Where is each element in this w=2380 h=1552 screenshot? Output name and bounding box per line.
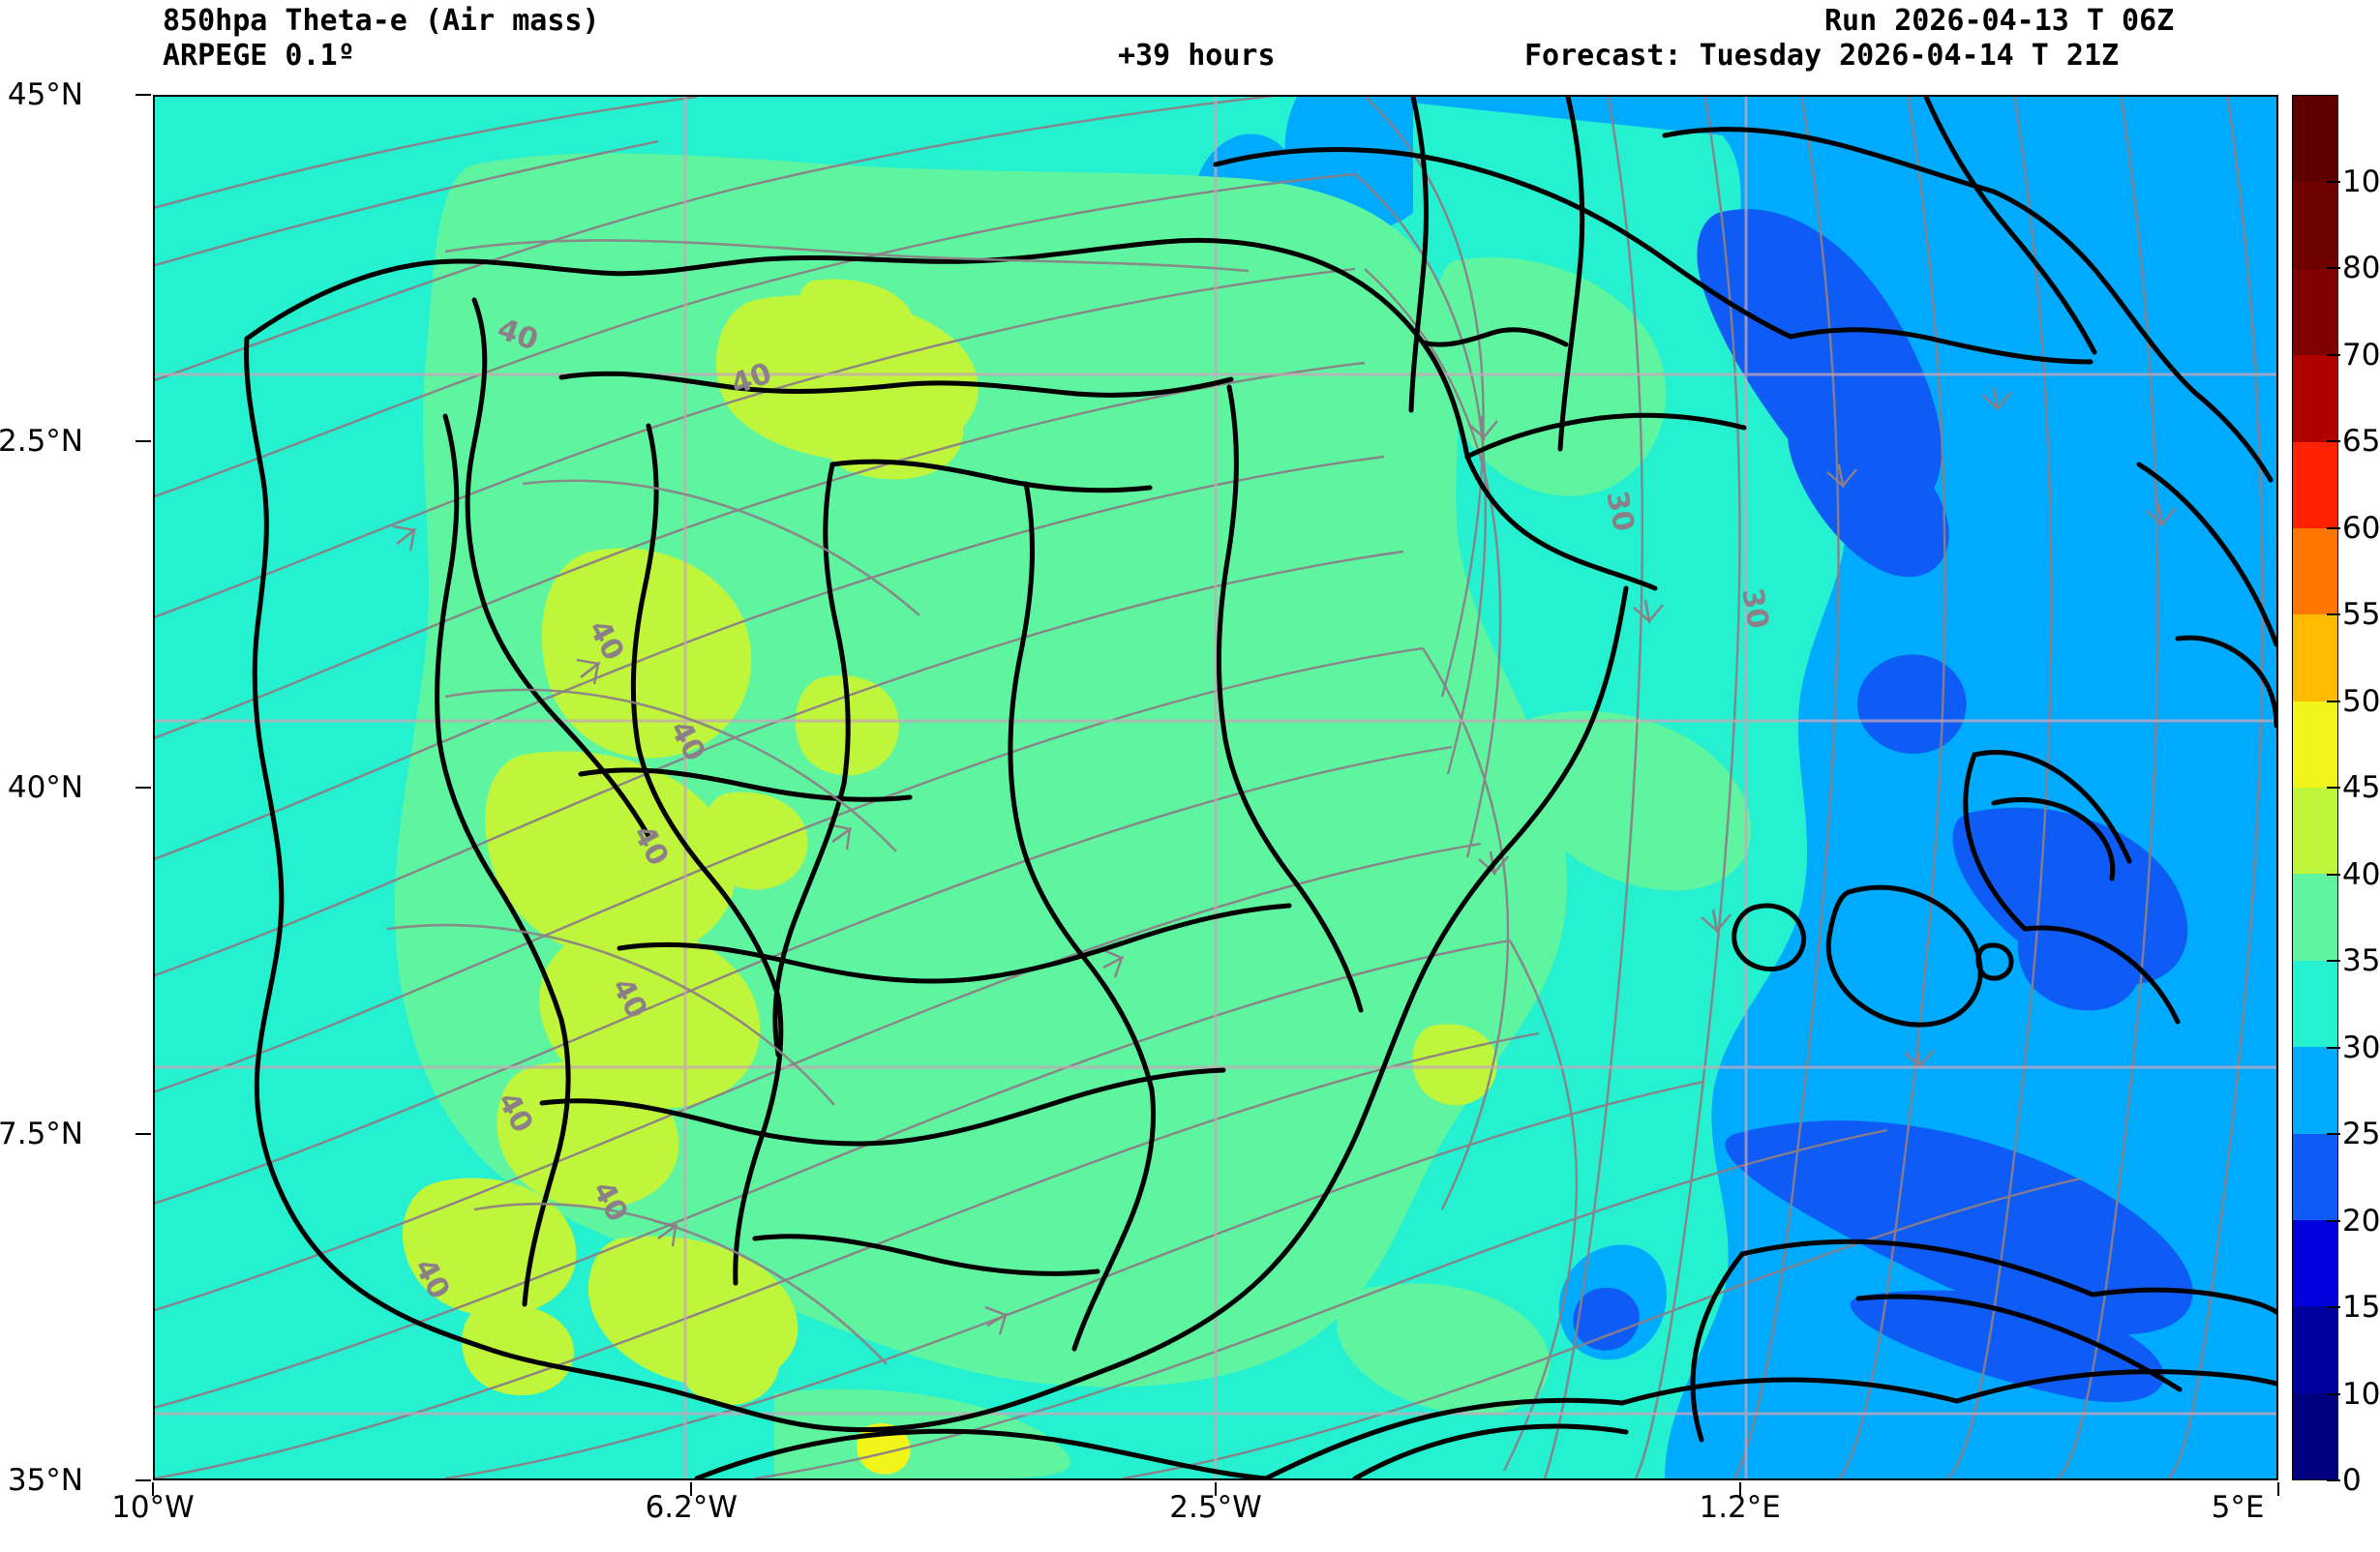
colorbar-tick-mark [2327,1046,2340,1049]
colorbar-tick-mark [2327,787,2340,789]
contour-lines [386,239,1250,1365]
colorbar-segment [2293,788,2337,875]
colorbar-tick-label: 20 [2342,1203,2380,1239]
colorbar-tick-label: 15 [2342,1290,2380,1325]
colorbar-tick-mark [2327,526,2340,529]
colorbar-segment [2293,96,2337,183]
latitude-tick-mark [136,1479,151,1481]
colorbar-segment [2293,441,2337,528]
theta-e-contour-map: 40 40 40 40 40 40 40 40 40 30 30 [155,97,2276,1478]
colorbar-segment [2293,614,2337,701]
colorbar-tick-mark [2327,440,2340,442]
colorbar-tick-mark [2327,700,2340,702]
longitude-tick-mark [690,1482,693,1496]
longitude-tick-label: 10°W [111,1490,195,1525]
colorbar-segment [2293,268,2337,356]
colorbar-tick-label: 55 [2342,597,2380,632]
coastline-and-borders [244,97,2276,1478]
colorbar-tick-mark [2327,1306,2340,1308]
colorbar-tick-label: 70 [2342,337,2380,373]
map-plot-area[interactable]: 40 40 40 40 40 40 40 40 40 30 30 [153,95,2278,1480]
longitude-tick-label: 1.2°E [1699,1490,1781,1525]
streamline-arrowheads [392,386,2177,1335]
longitude-tick-mark [1738,1482,1741,1496]
latitude-tick-label: 42.5°N [0,424,83,459]
fill-band-40-45 [402,279,1497,1405]
colorbar-tick-mark [2327,873,2340,876]
fill-band-20-25 [1573,209,2193,1403]
colorbar-segment [2293,701,2337,788]
longitude-tick-mark [1215,1482,1217,1496]
longitude-tick-label: 5°E [2211,1490,2265,1525]
colorbar-tick-label: 60 [2342,510,2380,546]
streamline-group [155,97,2264,1478]
colorbar-tick-mark [2327,180,2340,183]
colorbar-segment [2293,1219,2337,1307]
colorbar-tick-mark [2327,1219,2340,1222]
colorbar-tick-mark [2327,1392,2340,1395]
contour-label: 30 [1599,488,1641,534]
longitude-tick-label: 2.5°W [1169,1490,1262,1525]
colorbar-segment [2293,182,2337,269]
contour-label: 30 [1734,585,1775,631]
colorbar-segment [2293,1047,2337,1134]
colorbar-tick-label: 30 [2342,1030,2380,1065]
forecast-lead-time: +39 hours [1118,39,1276,73]
colorbar-tick-label: 80 [2342,251,2380,285]
colorbar-tick-label: 45 [2342,770,2380,805]
model-label: ARPEGE 0.1º [163,39,355,73]
colorbar[interactable] [2292,95,2338,1480]
colorbar-tick-mark [2327,613,2340,615]
graticule [155,97,2276,1478]
latitude-tick-mark [136,787,151,789]
colorbar-tick-label: 25 [2342,1117,2380,1151]
colorbar-segment [2293,527,2337,615]
colorbar-tick-mark [2327,267,2340,269]
colorbar-segment [2293,355,2337,442]
latitude-tick-label: 40°N [7,770,83,805]
colorbar-tick-label: 100 [2342,164,2380,199]
longitude-tick-label: 6.2°W [645,1490,738,1525]
colorbar-tick-label: 65 [2342,424,2380,459]
colorbar-segment [2293,1392,2337,1479]
chart-title: 850hpa Theta-e (Air mass) [163,4,600,38]
colorbar-segment [2293,1133,2337,1220]
colorbar-segment [2293,874,2337,961]
colorbar-tick-label: 50 [2342,683,2380,719]
colorbar-segment [2293,1306,2337,1393]
latitude-tick-mark [136,94,151,96]
latitude-tick-mark [136,440,151,442]
latitude-tick-mark [136,1133,151,1135]
forecast-valid-label: Forecast: Tuesday 2026-04-14 T 21Z [1524,39,2120,73]
colorbar-tick-label: 40 [2342,856,2380,892]
latitude-tick-label: 35°N [7,1463,83,1498]
colorbar-tick-label: 0 [2342,1463,2362,1498]
colorbar-tick-label: 35 [2342,943,2380,978]
latitude-tick-label: 45°N [7,77,83,112]
longitude-tick-mark [152,1482,154,1496]
model-run-label: Run 2026-04-13 T 06Z [1824,4,2175,38]
longitude-tick-mark [2277,1482,2279,1496]
colorbar-tick-mark [2327,353,2340,356]
colorbar-segment [2293,960,2337,1048]
latitude-tick-label: 37.5°N [0,1117,83,1151]
colorbar-tick-mark [2327,960,2340,962]
colorbar-tick-mark [2327,1133,2340,1135]
colorbar-tick-label: 10 [2342,1376,2380,1412]
colorbar-tick-mark [2327,1479,2340,1481]
